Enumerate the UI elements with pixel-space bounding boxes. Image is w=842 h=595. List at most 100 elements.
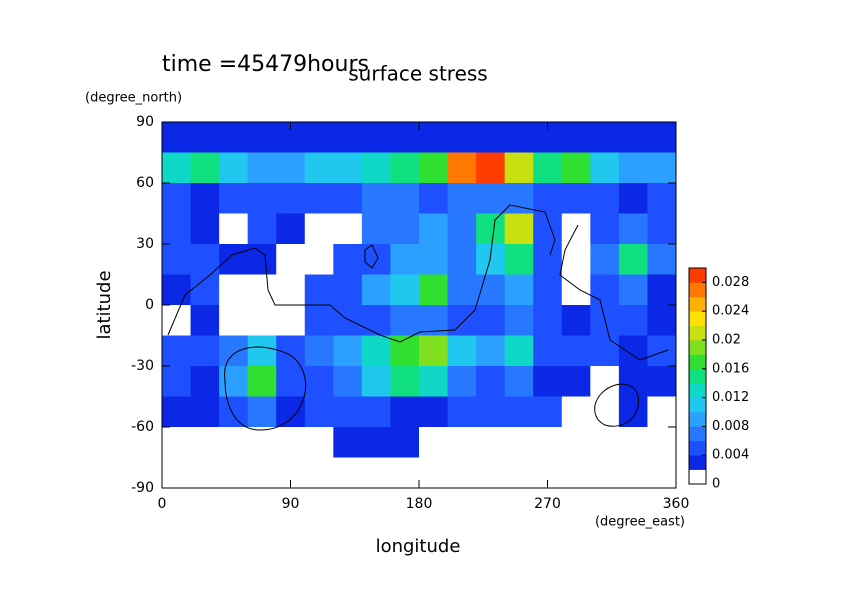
cell xyxy=(561,305,591,336)
cell xyxy=(333,183,363,214)
cell xyxy=(333,396,363,428)
cell xyxy=(447,305,477,336)
cell xyxy=(219,427,249,458)
cell xyxy=(504,213,534,245)
cell xyxy=(390,244,420,275)
cell xyxy=(219,366,249,397)
cell xyxy=(561,427,591,458)
cell xyxy=(361,366,391,397)
cell xyxy=(304,183,334,214)
cell xyxy=(390,366,420,397)
cell xyxy=(647,122,677,153)
cell xyxy=(247,457,277,489)
colorbar-swatch xyxy=(689,383,706,398)
cell xyxy=(590,152,620,184)
cell xyxy=(476,335,506,367)
cell xyxy=(590,335,620,367)
cell xyxy=(361,274,391,306)
cell xyxy=(533,183,563,214)
cell xyxy=(304,366,334,397)
cell xyxy=(476,274,506,306)
colorbar-swatch xyxy=(689,397,706,413)
y-axis-label: latitude xyxy=(94,270,115,339)
cell xyxy=(390,122,420,153)
cell xyxy=(533,366,563,397)
cell xyxy=(590,213,620,245)
cell xyxy=(447,457,477,489)
cell xyxy=(219,305,249,336)
cell xyxy=(504,427,534,458)
cell xyxy=(647,335,677,367)
cell xyxy=(304,427,334,458)
cell xyxy=(647,213,677,245)
cell xyxy=(361,183,391,214)
cell xyxy=(162,335,192,367)
cell xyxy=(647,457,677,489)
cell xyxy=(276,427,306,458)
cell xyxy=(190,427,220,458)
cell xyxy=(590,366,620,397)
cell xyxy=(304,274,334,306)
cell xyxy=(618,335,648,367)
cell xyxy=(476,427,506,458)
cell xyxy=(390,305,420,336)
x-axis-label: longitude xyxy=(376,536,461,557)
cell xyxy=(504,152,534,184)
cell xyxy=(590,183,620,214)
cell xyxy=(647,274,677,306)
cell xyxy=(162,152,192,184)
cell xyxy=(219,183,249,214)
cell xyxy=(561,335,591,367)
cell xyxy=(504,396,534,428)
x-tick-label: 90 xyxy=(282,496,300,512)
cell xyxy=(447,335,477,367)
cell xyxy=(561,122,591,153)
cell xyxy=(304,122,334,153)
cell xyxy=(533,335,563,367)
colorbar-swatch xyxy=(689,412,706,427)
x-tick-label: 0 xyxy=(158,496,167,512)
cell xyxy=(419,366,449,397)
colorbar-swatch xyxy=(689,469,706,485)
cell xyxy=(618,152,648,184)
cell xyxy=(162,305,192,336)
cell xyxy=(476,213,506,245)
cell xyxy=(419,213,449,245)
colorbar-swatch xyxy=(689,268,706,283)
cell xyxy=(618,122,648,153)
cell xyxy=(390,152,420,184)
cell xyxy=(361,457,391,489)
cell xyxy=(419,457,449,489)
y-tick-label: -90 xyxy=(131,480,154,496)
cell xyxy=(590,427,620,458)
cell xyxy=(247,213,277,245)
cell xyxy=(361,335,391,367)
cell xyxy=(190,305,220,336)
colorbar-tick-label: 0.008 xyxy=(712,419,749,434)
cell xyxy=(333,213,363,245)
colorbar-tick-label: 0.024 xyxy=(712,304,749,319)
chart-title: surface stress xyxy=(348,62,487,86)
y-tick-label: 30 xyxy=(136,236,154,252)
cell xyxy=(276,366,306,397)
cell xyxy=(276,183,306,214)
cell xyxy=(533,152,563,184)
y-tick-label: -60 xyxy=(131,419,154,435)
cell xyxy=(333,457,363,489)
cell xyxy=(647,244,677,275)
cell xyxy=(390,213,420,245)
colorbar-swatch xyxy=(689,282,706,298)
cell xyxy=(561,396,591,428)
cell xyxy=(476,122,506,153)
cell xyxy=(561,152,591,184)
cell xyxy=(419,152,449,184)
cell xyxy=(476,366,506,397)
cell xyxy=(618,274,648,306)
cell xyxy=(561,183,591,214)
cell xyxy=(447,152,477,184)
coastline xyxy=(364,244,379,269)
cell xyxy=(647,183,677,214)
cell xyxy=(419,274,449,306)
cell xyxy=(333,335,363,367)
